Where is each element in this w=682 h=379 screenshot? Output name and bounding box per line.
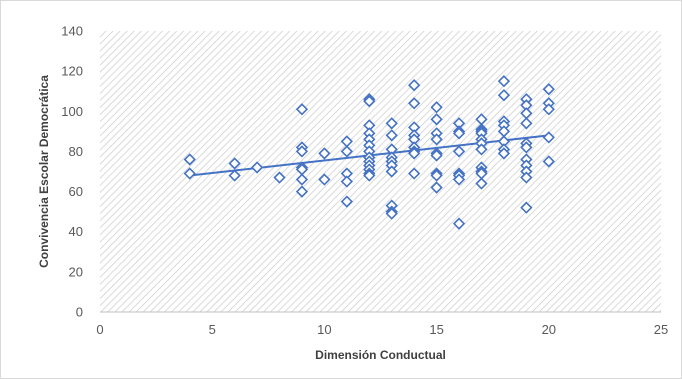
data-point — [228, 157, 241, 170]
data-point — [363, 95, 376, 108]
data-point — [295, 145, 309, 158]
data-point — [340, 175, 353, 188]
data-point — [363, 169, 376, 182]
data-point — [183, 167, 196, 180]
data-point — [497, 89, 511, 102]
x-tick-label: 20 — [542, 322, 556, 337]
data-point — [430, 181, 443, 194]
y-tick-label: 20 — [69, 264, 83, 279]
x-tick-label: 25 — [654, 322, 668, 337]
data-point — [520, 117, 533, 130]
data-point — [475, 177, 488, 190]
y-axis-title: Convivencia Escolar Democrática — [37, 75, 51, 268]
data-point — [542, 83, 555, 96]
data-point — [340, 195, 353, 208]
data-point — [250, 161, 264, 174]
data-point — [430, 101, 443, 114]
data-point — [520, 141, 533, 154]
data-point — [183, 153, 196, 166]
data-point — [430, 133, 443, 146]
data-point — [273, 171, 286, 184]
y-tick-label: 60 — [69, 184, 83, 199]
y-axis-ticks: 0 20 40 60 80 100 120 140 — [61, 24, 83, 320]
data-point — [318, 173, 331, 186]
data-point — [520, 171, 533, 184]
data-point — [408, 167, 421, 180]
data-point — [295, 103, 309, 116]
data-point — [520, 201, 533, 214]
x-axis-title: Dimensión Conductual — [315, 348, 446, 362]
y-tick-label: 120 — [61, 64, 83, 79]
data-point — [452, 145, 466, 158]
data-point — [452, 127, 466, 140]
y-tick-label: 140 — [61, 24, 83, 39]
data-point — [228, 169, 241, 182]
data-points — [183, 75, 555, 230]
data-point — [430, 113, 443, 126]
data-point — [295, 173, 309, 186]
plot-area — [100, 31, 661, 312]
data-point — [475, 143, 488, 156]
data-point — [385, 207, 398, 220]
data-point — [497, 75, 511, 88]
x-axis-ticks: 0 5 10 15 20 25 — [96, 322, 668, 337]
data-point — [542, 155, 555, 168]
data-point — [452, 217, 466, 230]
x-tick-label: 15 — [429, 322, 443, 337]
data-point — [408, 147, 421, 160]
data-point — [385, 117, 398, 130]
y-tick-label: 0 — [76, 305, 83, 320]
x-tick-label: 5 — [209, 322, 216, 337]
data-point — [295, 185, 309, 198]
data-point — [408, 97, 421, 110]
data-point — [340, 145, 353, 158]
data-point — [542, 131, 555, 144]
x-tick-label: 0 — [96, 322, 103, 337]
data-point — [497, 147, 511, 160]
data-point — [430, 149, 443, 162]
data-point — [385, 129, 398, 142]
data-point — [318, 147, 331, 160]
data-point — [452, 173, 466, 186]
y-tick-label: 40 — [69, 224, 83, 239]
data-point — [542, 103, 555, 116]
data-point — [408, 79, 421, 92]
y-tick-label: 100 — [61, 104, 83, 119]
data-point — [385, 165, 398, 178]
data-point — [430, 169, 443, 182]
x-tick-label: 10 — [317, 322, 331, 337]
y-tick-label: 80 — [69, 144, 83, 159]
